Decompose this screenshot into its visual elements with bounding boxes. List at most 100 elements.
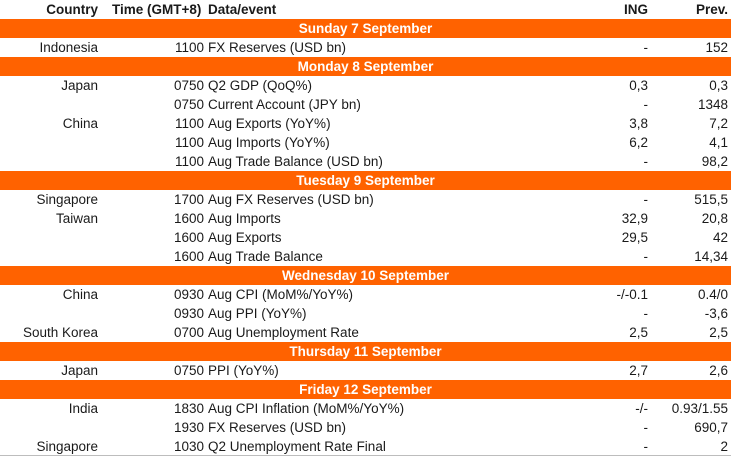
- table-row: Singapore 1030 Q2 Unemployment Rate Final -…: [0, 437, 731, 456]
- table-row: Japan 0750 Q2 GDP (QoQ%) 0,3 0,3: [0, 76, 731, 95]
- day-header: Friday 12 September: [0, 380, 731, 399]
- previous-value-cell: 0.93/1.55: [671, 401, 728, 416]
- ing-forecast-cell: -/-0.1: [616, 287, 648, 302]
- table-row: 0750 Current Account (JPY bn) - 1348: [0, 95, 731, 114]
- day-header-label: Tuesday 9 September: [296, 173, 435, 188]
- previous-value-cell: 690,7: [694, 420, 728, 435]
- header-prev: Prev.: [695, 2, 728, 17]
- header-row: Country Time (GMT+8) Data/event ING Prev…: [0, 0, 731, 19]
- ing-forecast-cell: 29,5: [621, 230, 648, 245]
- ing-forecast-cell: -: [643, 154, 649, 169]
- time-cell: 1830: [173, 401, 204, 416]
- time-cell: 0750: [173, 78, 204, 93]
- country-cell: China: [62, 287, 98, 302]
- ing-forecast-cell: -: [643, 40, 649, 55]
- previous-value-cell: -3,6: [704, 306, 728, 321]
- time-cell: 0930: [173, 287, 204, 302]
- table-row: 1100 Aug Imports (YoY%) 6,2 4,1: [0, 133, 731, 152]
- header-ing: ING: [623, 2, 648, 17]
- event-cell: Aug FX Reserves (USD bn): [208, 192, 374, 207]
- time-cell: 0750: [173, 363, 204, 378]
- time-cell: 1100: [174, 116, 204, 131]
- time-cell: 1100: [174, 154, 204, 169]
- ing-forecast-cell: 2,5: [629, 325, 648, 340]
- event-cell: Aug CPI Inflation (MoM%/YoY%): [208, 401, 405, 416]
- previous-value-cell: 2,6: [709, 363, 728, 378]
- day-header: Monday 8 September: [0, 57, 731, 76]
- ing-forecast-cell: -: [643, 306, 649, 321]
- header-event: Data/event: [208, 2, 277, 17]
- ing-forecast-cell: -: [643, 420, 649, 435]
- previous-value-cell: 2,5: [709, 325, 728, 340]
- day-header-label: Monday 8 September: [297, 59, 434, 74]
- event-cell: Q2 Unemployment Rate Final: [208, 439, 386, 454]
- event-cell: Q2 GDP (QoQ%): [208, 78, 313, 93]
- table-row: Indonesia 1100 FX Reserves (USD bn) - 152: [0, 38, 731, 57]
- country-cell: Taiwan: [55, 211, 98, 226]
- ing-forecast-cell: 2,7: [629, 363, 648, 378]
- previous-value-cell: 42: [712, 230, 728, 245]
- country-cell: Indonesia: [39, 40, 98, 55]
- country-cell: [0, 418, 98, 437]
- table-row: Singapore 1700 Aug FX Reserves (USD bn) - 51…: [0, 190, 731, 209]
- table-row: 0930 Aug PPI (YoY%) - -3,6: [0, 304, 731, 323]
- event-cell: Current Account (JPY bn): [208, 97, 361, 112]
- day-header: Tuesday 9 September: [0, 171, 731, 190]
- previous-value-cell: 515,5: [694, 192, 728, 207]
- previous-value-cell: 4,1: [709, 135, 728, 150]
- table-row: 1100 Aug Trade Balance (USD bn) - 98,2: [0, 152, 731, 171]
- country-cell: Singapore: [36, 192, 98, 207]
- previous-value-cell: 14,34: [694, 249, 728, 264]
- day-header-label: Sunday 7 September: [298, 21, 433, 36]
- time-cell: 0930: [173, 306, 204, 321]
- previous-value-cell: 20,8: [701, 211, 728, 226]
- event-cell: Aug Exports: [208, 230, 282, 245]
- ing-forecast-cell: -: [643, 249, 649, 264]
- event-cell: Aug Imports: [208, 211, 281, 226]
- country-cell: South Korea: [22, 325, 98, 340]
- ing-forecast-cell: -: [643, 192, 649, 207]
- table-row: India 1830 Aug CPI Inflation (MoM%/YoY%) -/…: [0, 399, 731, 418]
- time-cell: 1600: [173, 211, 204, 226]
- event-cell: PPI (YoY%): [208, 363, 279, 378]
- ing-forecast-cell: 32,9: [621, 211, 648, 226]
- event-cell: FX Reserves (USD bn): [208, 420, 347, 435]
- day-header: Sunday 7 September: [0, 19, 731, 38]
- event-cell: Aug CPI (MoM%/YoY%): [208, 287, 354, 302]
- previous-value-cell: 0,3: [709, 78, 728, 93]
- event-cell: Aug Imports (YoY%): [208, 135, 330, 150]
- previous-value-cell: 7,2: [709, 116, 728, 131]
- country-cell: Singapore: [36, 439, 98, 454]
- ing-forecast-cell: -/-: [635, 401, 648, 416]
- table-row: Japan 0750 PPI (YoY%) 2,7 2,6: [0, 361, 731, 380]
- time-cell: 0750: [173, 97, 204, 112]
- ing-forecast-cell: 6,2: [629, 135, 648, 150]
- event-cell: Aug Trade Balance: [208, 249, 323, 264]
- country-cell: [0, 152, 98, 171]
- time-cell: 1030: [173, 439, 204, 454]
- previous-value-cell: 152: [705, 40, 728, 55]
- day-header: Wednesday 10 September: [0, 266, 731, 285]
- event-cell: FX Reserves (USD bn): [208, 40, 347, 55]
- ing-forecast-cell: 0,3: [629, 78, 648, 93]
- day-header: Thursday 11 September: [0, 342, 731, 361]
- country-cell: China: [62, 116, 98, 131]
- country-cell: [0, 228, 98, 247]
- event-cell: Aug Unemployment Rate: [208, 325, 359, 340]
- country-cell: [0, 95, 98, 114]
- previous-value-cell: 0.4/0: [697, 287, 728, 302]
- time-cell: 1930: [173, 420, 204, 435]
- day-header-label: Friday 12 September: [299, 382, 432, 397]
- day-header-label: Thursday 11 September: [289, 344, 442, 359]
- table-row: China 0930 Aug CPI (MoM%/YoY%) -/-0.1 0.4/0: [0, 285, 731, 304]
- country-cell: India: [68, 401, 98, 416]
- ing-forecast-cell: -: [643, 439, 649, 454]
- time-cell: 1700: [173, 192, 204, 207]
- table-row: Taiwan 1600 Aug Imports 32,9 20,8: [0, 209, 731, 228]
- table-row: 1930 FX Reserves (USD bn) - 690,7: [0, 418, 731, 437]
- header-time: Time (GMT+8): [112, 2, 202, 17]
- event-cell: Aug Exports (YoY%): [208, 116, 331, 131]
- day-header-label: Wednesday 10 September: [281, 268, 450, 283]
- country-cell: [0, 247, 98, 266]
